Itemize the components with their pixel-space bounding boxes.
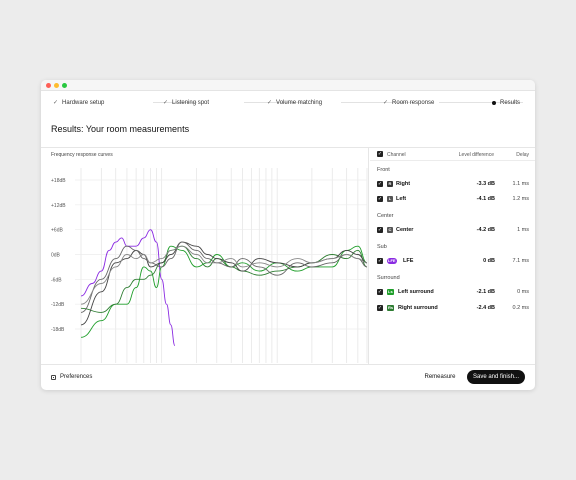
step-volume-matching[interactable]: ✓ Volume matching [267, 91, 322, 114]
delay-value: 0 ms [517, 289, 529, 295]
step-progress-bar: ✓ Hardware setup ✓ Listening spot ✓ Volu… [41, 91, 535, 114]
channel-name: LFE [403, 258, 414, 264]
step-connector [341, 102, 413, 103]
channel-name: Right [396, 181, 411, 187]
group-label-sub: Sub [377, 244, 387, 250]
preferences-button[interactable]: Preferences [51, 374, 92, 380]
check-icon: ✓ [383, 100, 389, 106]
level-column-header: Level difference [458, 152, 494, 158]
channel-name: Left [396, 196, 407, 202]
channel-row-right-surround[interactable]: ✓ Rs Right surround -2.4 dB 0.2 ms [370, 303, 535, 313]
channel-checkbox[interactable]: ✓ [377, 181, 383, 187]
step-room-response[interactable]: ✓ Room response [383, 91, 434, 114]
save-and-finish-button[interactable]: Save and finish... [467, 370, 525, 384]
y-tick-label: -12dB [51, 302, 65, 308]
channel-row-left-surround[interactable]: ✓ Ls Left surround -2.1 dB 0 ms [370, 287, 535, 297]
y-tick-label: +6dB [51, 228, 63, 234]
table-header: ✓ Channel Level difference Delay [370, 148, 535, 161]
step-results[interactable]: Results [492, 91, 520, 114]
channel-column-header: Channel [387, 152, 406, 158]
series-line-right-surround [80, 245, 368, 313]
series-line-left [80, 241, 368, 313]
chart-title: Frequency response curves [51, 152, 113, 158]
zoom-window-button[interactable] [62, 83, 67, 88]
step-label: Results [500, 99, 521, 106]
series-line-center [80, 245, 368, 305]
step-connector [439, 102, 523, 103]
delay-value: 7.1 ms [512, 258, 529, 264]
chart-canvas: +18dB +12dB +6dB 0dB -6dB -12dB -18dB [51, 168, 368, 363]
level-difference: -2.4 dB [476, 305, 495, 311]
y-tick-label: 0dB [51, 253, 61, 259]
level-difference: 0 dB [483, 258, 495, 264]
channel-badge: L [387, 196, 393, 202]
channel-name: Right surround [398, 305, 438, 311]
delay-value: 1.2 ms [512, 196, 529, 202]
footer-bar: Preferences Remeasure Save and finish... [41, 364, 535, 390]
check-icon: ✓ [267, 100, 273, 106]
y-tick-label: -6dB [51, 277, 62, 283]
minimize-window-button[interactable] [54, 83, 59, 88]
level-difference: -4.2 dB [476, 227, 495, 233]
title-bar [41, 80, 535, 91]
delay-column-header: Delay [516, 152, 529, 158]
step-connector [244, 102, 302, 103]
delay-value: 1.1 ms [512, 181, 529, 187]
select-all-checkbox[interactable]: ✓ [377, 151, 383, 157]
y-tick-label: -18dB [51, 327, 65, 333]
current-dot-icon [492, 100, 496, 105]
frequency-response-chart: Frequency response curves +18dB +12dB +6dB… [41, 148, 369, 364]
step-listening-spot[interactable]: ✓ Listening spot [163, 91, 209, 114]
step-label: Volume matching [276, 99, 323, 106]
step-label: Hardware setup [62, 99, 105, 106]
y-tick-label: +18dB [51, 178, 66, 184]
channel-badge: LFE [387, 258, 397, 264]
channel-row-lfe[interactable]: ✓ LFE LFE 0 dB 7.1 ms [370, 256, 535, 266]
channel-checkbox[interactable]: ✓ [377, 258, 383, 264]
group-label-front: Front [377, 167, 390, 173]
step-hardware-setup[interactable]: ✓ Hardware setup [53, 91, 104, 114]
remeasure-button[interactable]: Remeasure [424, 374, 456, 380]
channel-name: Left surround [398, 289, 434, 295]
divider [41, 147, 535, 148]
channel-badge: Ls [387, 289, 394, 295]
level-difference: -2.1 dB [476, 289, 495, 295]
channel-checkbox[interactable]: ✓ [377, 305, 383, 311]
channel-badge: Rs [387, 305, 395, 311]
channel-row-center[interactable]: ✓ C Center -4.2 dB 1 ms [370, 225, 535, 235]
channel-table: ✓ Channel Level difference Delay Front ✓… [370, 148, 535, 364]
channel-name: Center [396, 227, 414, 233]
delay-value: 0.2 ms [512, 305, 529, 311]
close-window-button[interactable] [46, 83, 51, 88]
channel-row-right[interactable]: ✓ R Right -3.3 dB 1.1 ms [370, 179, 535, 189]
channel-row-left[interactable]: ✓ L Left -4.1 dB 1.2 ms [370, 194, 535, 204]
group-label-center: Center [377, 213, 394, 219]
page-title: Results: Your room measurements [51, 124, 190, 134]
step-connector [153, 102, 197, 103]
series-line-lfe [80, 229, 176, 347]
channel-checkbox[interactable]: ✓ [377, 227, 383, 233]
step-label: Listening spot [172, 99, 210, 106]
delay-value: 1 ms [517, 227, 529, 233]
check-icon: ✓ [53, 100, 59, 106]
preferences-icon [51, 374, 56, 380]
group-label-surround: Surround [377, 275, 400, 281]
app-window: ✓ Hardware setup ✓ Listening spot ✓ Volu… [41, 80, 535, 390]
preferences-label: Preferences [60, 374, 93, 380]
check-icon: ✓ [163, 100, 169, 106]
level-difference: -3.3 dB [476, 181, 495, 187]
step-label: Room response [392, 99, 435, 106]
level-difference: -4.1 dB [476, 196, 495, 202]
y-tick-label: +12dB [51, 203, 66, 209]
channel-badge: C [387, 227, 393, 233]
channel-checkbox[interactable]: ✓ [377, 196, 383, 202]
channel-badge: R [387, 181, 393, 187]
channel-checkbox[interactable]: ✓ [377, 289, 383, 295]
